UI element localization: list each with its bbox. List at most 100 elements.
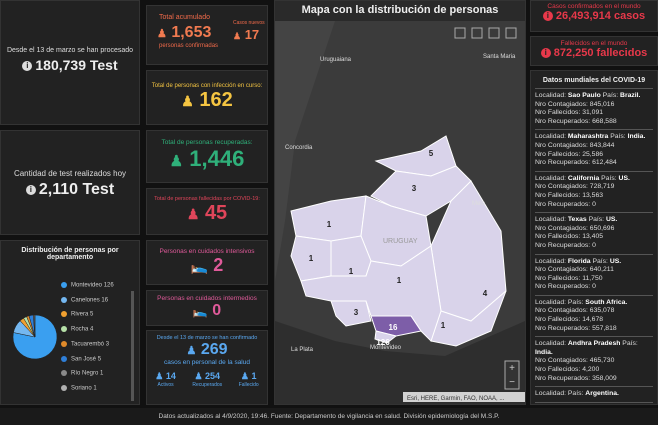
footer: Datos actualizados al 4/9/2020, 19:46. F… [0, 408, 658, 425]
legend-entry: San José 5 [61, 355, 101, 362]
field-label: Nro Recuperados: [535, 159, 591, 167]
value: 1,653 [171, 24, 212, 41]
field-label: Nro Fallecidos: [535, 366, 581, 374]
legend-entry: Canelones 16 [61, 296, 108, 304]
sub: personas confirmadas [159, 43, 219, 49]
basemap-button[interactable] [488, 27, 500, 39]
field-label: Nro Contagiados: [535, 266, 588, 274]
field-label: Localidad: [535, 390, 566, 398]
info-icon: i [25, 184, 36, 195]
deaths-line: Nro Fallecidos: 14,678 [535, 316, 653, 325]
deaths: 11,750 [582, 274, 603, 282]
recovered: 557,818 [592, 324, 617, 332]
place-label: Uruguaiana [320, 57, 352, 63]
label: Desde el 13 de marzo se han confirmado [156, 335, 258, 341]
country: US. [618, 174, 630, 182]
label: Personas en cuidados intensivos [159, 248, 255, 255]
field-label: Nro Fallecidos: [535, 109, 581, 117]
legend-swatch [61, 311, 67, 318]
recovered: 668,588 [592, 117, 617, 125]
pie-slice [33, 314, 36, 338]
field-label: País: [567, 298, 584, 306]
active-card: Total de personas con infección en curso… [146, 70, 268, 125]
legend-swatch [61, 282, 67, 288]
intermediate-card: Personas en cuidados intermedios 🛌 0 [146, 290, 268, 326]
value-row: 🛌 2 [190, 255, 224, 275]
value-row: ♟ 1,446 [169, 146, 245, 171]
label: Desde el 13 de marzo se han procesado [6, 47, 134, 54]
field-label: País: [588, 216, 605, 224]
field-label: País: [622, 340, 638, 348]
locality-line: Localidad: País: Argentina. [535, 390, 653, 399]
country: India. [535, 348, 553, 356]
zoom-control[interactable] [504, 360, 520, 390]
new-row: ♟ 17 [233, 27, 260, 42]
legend-entry: Montevideo 126 [61, 282, 114, 289]
recovered-line: Nro Recuperados: 358,009 [535, 375, 653, 384]
value: 45 [204, 202, 228, 224]
fullscreen-button[interactable] [505, 27, 517, 39]
infected: 640,211 [589, 266, 614, 274]
health-staff-card: Desde el 13 de marzo se han confirmado ♟… [146, 330, 268, 405]
legend-swatch [61, 326, 67, 333]
country: India. [627, 133, 646, 141]
legend-entry: Río Negro 1 [61, 370, 103, 377]
count-label: 126 [376, 338, 390, 347]
place-label: URUGUAY [383, 238, 418, 245]
legend-name: Rocha [71, 326, 89, 333]
world-entry: Localidad: País: Argentina. [535, 387, 653, 403]
legend-entry: Soriano 1 [61, 384, 97, 391]
country: US. [609, 257, 622, 265]
map-title: Mapa con la distribución de personas [301, 4, 499, 16]
world-entry: Localidad: Maharashtra País: India. Nro C… [535, 130, 653, 172]
world-entry: Localidad: País: South Africa. Nro Contag… [535, 296, 653, 338]
recovered-line: Nro Recuperados: 0 [535, 283, 653, 292]
home-button[interactable] [454, 27, 466, 39]
deceased-value: 1 [251, 371, 257, 381]
recovered: 358,009 [592, 374, 617, 382]
field-label: Nro Contagiados: [535, 100, 588, 108]
count-label: 4 [483, 289, 488, 298]
count-label: 1 [309, 254, 314, 263]
deaths: 13,405 [582, 233, 604, 241]
highlighted-department[interactable] [370, 315, 422, 337]
field-label: País: [610, 133, 626, 141]
layers-button[interactable] [471, 27, 483, 39]
scrollbar [131, 291, 134, 401]
locality: Texas [567, 216, 587, 224]
infected-line: Nro Contagiados: 640,211 [535, 266, 653, 275]
deceased-label: Fallecido [238, 382, 259, 388]
list-title: Datos mundiales del COVID-19 [535, 77, 653, 89]
legend-swatch [61, 355, 67, 362]
legend-entry: Rivera 5 [61, 311, 93, 318]
field-label: Nro Fallecidos: [535, 316, 581, 324]
map[interactable]: Uruguaiana Santa Maria Concordia URUGUAY… [275, 21, 525, 404]
field-label: País: [567, 390, 584, 398]
field-label: Nro Fallecidos: [535, 233, 581, 241]
value: 26,493,914 casos [555, 10, 646, 22]
label: Total de personas fallecidas por COVID-1… [154, 196, 260, 202]
infected-line: Nro Contagiados: 465,730 [535, 357, 653, 366]
value: 0 [212, 302, 222, 319]
label: Casos confirmados en el mundo [547, 3, 641, 10]
count-label: 3 [412, 184, 417, 193]
recovered-label: Recuperados [192, 382, 223, 388]
legend-name: Canelones [71, 297, 100, 304]
place-label: Concordia [285, 145, 313, 151]
world-deaths-panel: Fallecidos en el mundo i 872,250 fallecid… [530, 36, 658, 66]
deaths: 4,200 [582, 366, 600, 374]
info-icon: i [22, 61, 33, 72]
deaths-line: Nro Fallecidos: 13,563 [535, 192, 653, 201]
active-label: Activos [157, 382, 174, 388]
value-row: ♟ 162 [181, 89, 233, 111]
deaths-line: Nro Fallecidos: 25,586 [535, 151, 653, 160]
value-row: i 2,110 Test [1, 181, 139, 199]
panel-title: Distribución de personas por departament… [21, 247, 119, 261]
count-label: 5 [429, 149, 434, 158]
field-label: Localidad: [535, 340, 566, 348]
place-label: Santa Maria [483, 54, 516, 60]
count-label: 16 [389, 323, 398, 332]
deaths-line: Nro Fallecidos: 31,091 [535, 109, 653, 118]
